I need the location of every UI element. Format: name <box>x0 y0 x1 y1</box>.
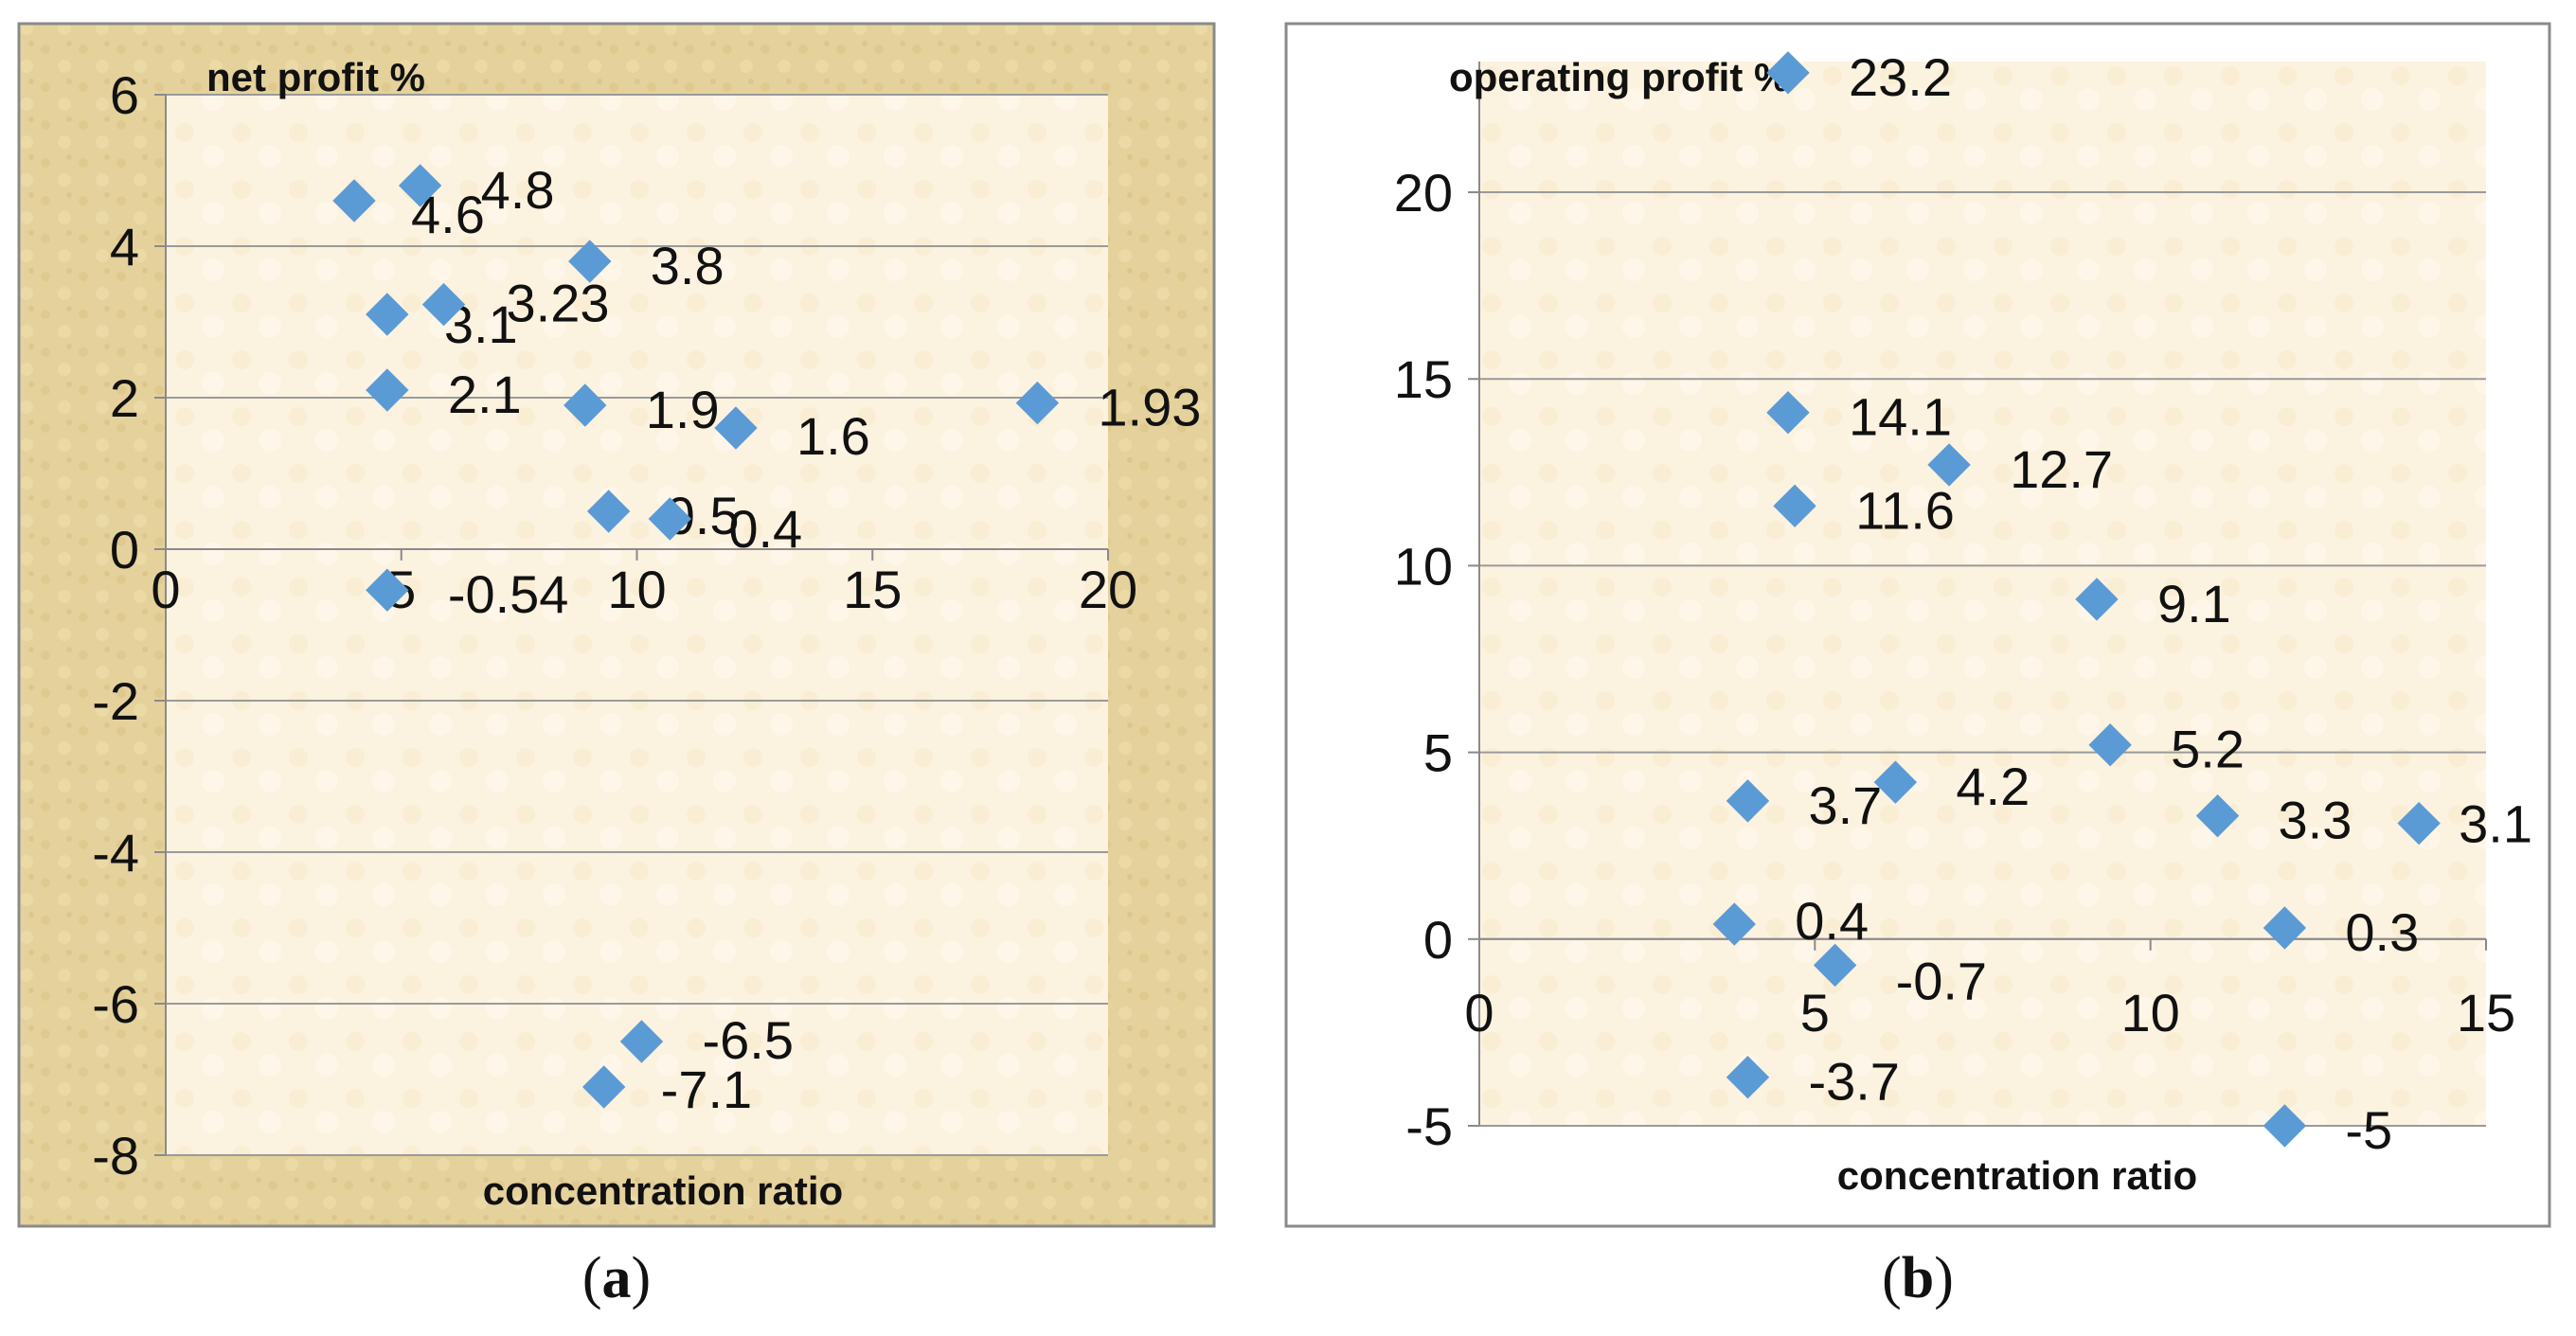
data-label-a: 3.23 <box>507 274 610 333</box>
data-label-b: 0.4 <box>1795 891 1869 951</box>
y-tick-label-b: 20 <box>1394 163 1453 223</box>
data-point-b <box>1712 902 1756 946</box>
data-point-b <box>1766 391 1810 435</box>
y-tick-label-b: -5 <box>1405 1096 1453 1156</box>
y-axis-title-a: net profit % <box>206 55 425 99</box>
y-axis-title-b: operating profit % <box>1449 55 1789 99</box>
data-point-b <box>1726 779 1770 823</box>
data-label-b: 4.2 <box>1956 757 2030 816</box>
y-tick-label-a: -2 <box>92 671 139 731</box>
data-label-a: 2.1 <box>448 365 522 424</box>
data-point-a <box>586 490 631 533</box>
x-tick-label-b: 5 <box>1800 983 1830 1042</box>
data-label-b: -0.7 <box>1896 951 1987 1010</box>
panel-caption-letter-b: b <box>1902 1246 1934 1310</box>
x-tick-label-b: 15 <box>2457 983 2515 1042</box>
data-point-b <box>1873 760 1918 804</box>
data-point-a <box>568 240 612 283</box>
data-label-a: 4.8 <box>481 160 555 220</box>
plot-area-b <box>1479 62 2486 1126</box>
y-tick-label-a: 2 <box>110 368 139 428</box>
x-tick-label-b: 0 <box>1464 983 1494 1042</box>
data-point-b <box>1726 1056 1770 1099</box>
data-point-a <box>1015 381 1060 425</box>
data-point-a <box>564 383 607 427</box>
data-label-a: -0.54 <box>448 564 569 624</box>
data-label-b: 11.6 <box>1855 480 1955 540</box>
data-label-b: 5.2 <box>2171 720 2245 779</box>
y-tick-label-a: -4 <box>92 823 139 882</box>
data-label-a: 0.4 <box>728 499 802 559</box>
y-tick-label-a: 6 <box>110 65 139 125</box>
data-label-a: 1.6 <box>796 406 870 466</box>
y-tick-label-b: 5 <box>1423 723 1453 783</box>
data-label-b: 3.7 <box>1808 775 1882 835</box>
y-tick-label-a: 0 <box>110 520 139 579</box>
data-label-b: 14.1 <box>1849 387 1952 447</box>
y-tick-label-a: 4 <box>110 217 139 276</box>
data-point-a <box>398 164 442 207</box>
data-point-b <box>2263 906 2307 950</box>
y-tick-label-a: -6 <box>92 974 139 1034</box>
data-point-a <box>366 293 409 336</box>
data-point-a <box>581 1065 626 1109</box>
x-tick-label-b: 10 <box>2121 983 2180 1042</box>
data-label-b: 0.3 <box>2345 902 2419 962</box>
data-point-b <box>2195 793 2240 838</box>
data-point-a <box>648 497 692 541</box>
x-tick-label-a: 20 <box>1079 560 1137 619</box>
data-label-b: 23.2 <box>1849 47 1952 107</box>
data-label-b: -5 <box>2345 1100 2392 1160</box>
data-label-a: 1.9 <box>646 380 720 439</box>
data-label-b: 9.1 <box>2157 574 2231 633</box>
data-label-a: -6.5 <box>702 1010 794 1070</box>
data-label-b: 12.7 <box>2010 439 2113 499</box>
x-tick-label-a: 15 <box>843 560 902 619</box>
data-point-a <box>714 406 758 450</box>
data-point-a <box>421 282 466 327</box>
data-point-a <box>366 368 409 412</box>
data-label-a: 3.8 <box>651 236 724 295</box>
panel-caption-letter-a: a <box>602 1246 632 1310</box>
x-axis-title-a: concentration ratio <box>483 1168 843 1213</box>
data-point-b <box>2397 801 2441 846</box>
y-tick-label-b: 15 <box>1394 349 1453 409</box>
x-tick-label-a: 10 <box>607 560 666 619</box>
data-point-b <box>1927 443 1971 487</box>
x-tick-label-a: 0 <box>151 560 180 619</box>
panel-caption-b: (b) <box>1882 1246 1954 1310</box>
data-label-b: 3.1 <box>2459 794 2532 854</box>
data-point-b <box>1766 51 1810 95</box>
panel-caption-a: (a) <box>582 1246 651 1310</box>
chart-a: -8-6-4-2024605101520net profit %concentr… <box>17 22 1216 1310</box>
data-point-a <box>332 179 376 223</box>
y-tick-label-b: 10 <box>1394 536 1453 596</box>
data-point-a <box>366 568 409 612</box>
data-point-b <box>1813 943 1857 988</box>
data-label-b: 3.3 <box>2279 791 2352 850</box>
y-tick-label-b: 0 <box>1423 910 1453 970</box>
data-point-a <box>619 1020 664 1063</box>
plot-area-a <box>166 95 1108 1155</box>
data-label-a: 1.93 <box>1098 378 1201 437</box>
data-label-b: -3.7 <box>1808 1052 1900 1112</box>
y-tick-label-a: -8 <box>92 1126 139 1185</box>
x-axis-title-b: concentration ratio <box>1837 1153 2197 1198</box>
data-point-b <box>1773 484 1816 528</box>
data-label-a: -7.1 <box>661 1060 753 1119</box>
data-point-b <box>2075 578 2119 621</box>
data-point-b <box>2263 1104 2307 1148</box>
data-point-b <box>2088 723 2132 767</box>
